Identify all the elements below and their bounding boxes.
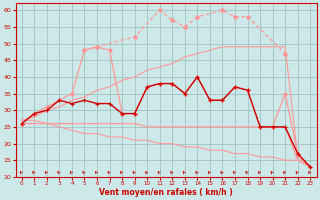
- X-axis label: Vent moyen/en rafales ( km/h ): Vent moyen/en rafales ( km/h ): [99, 188, 233, 197]
